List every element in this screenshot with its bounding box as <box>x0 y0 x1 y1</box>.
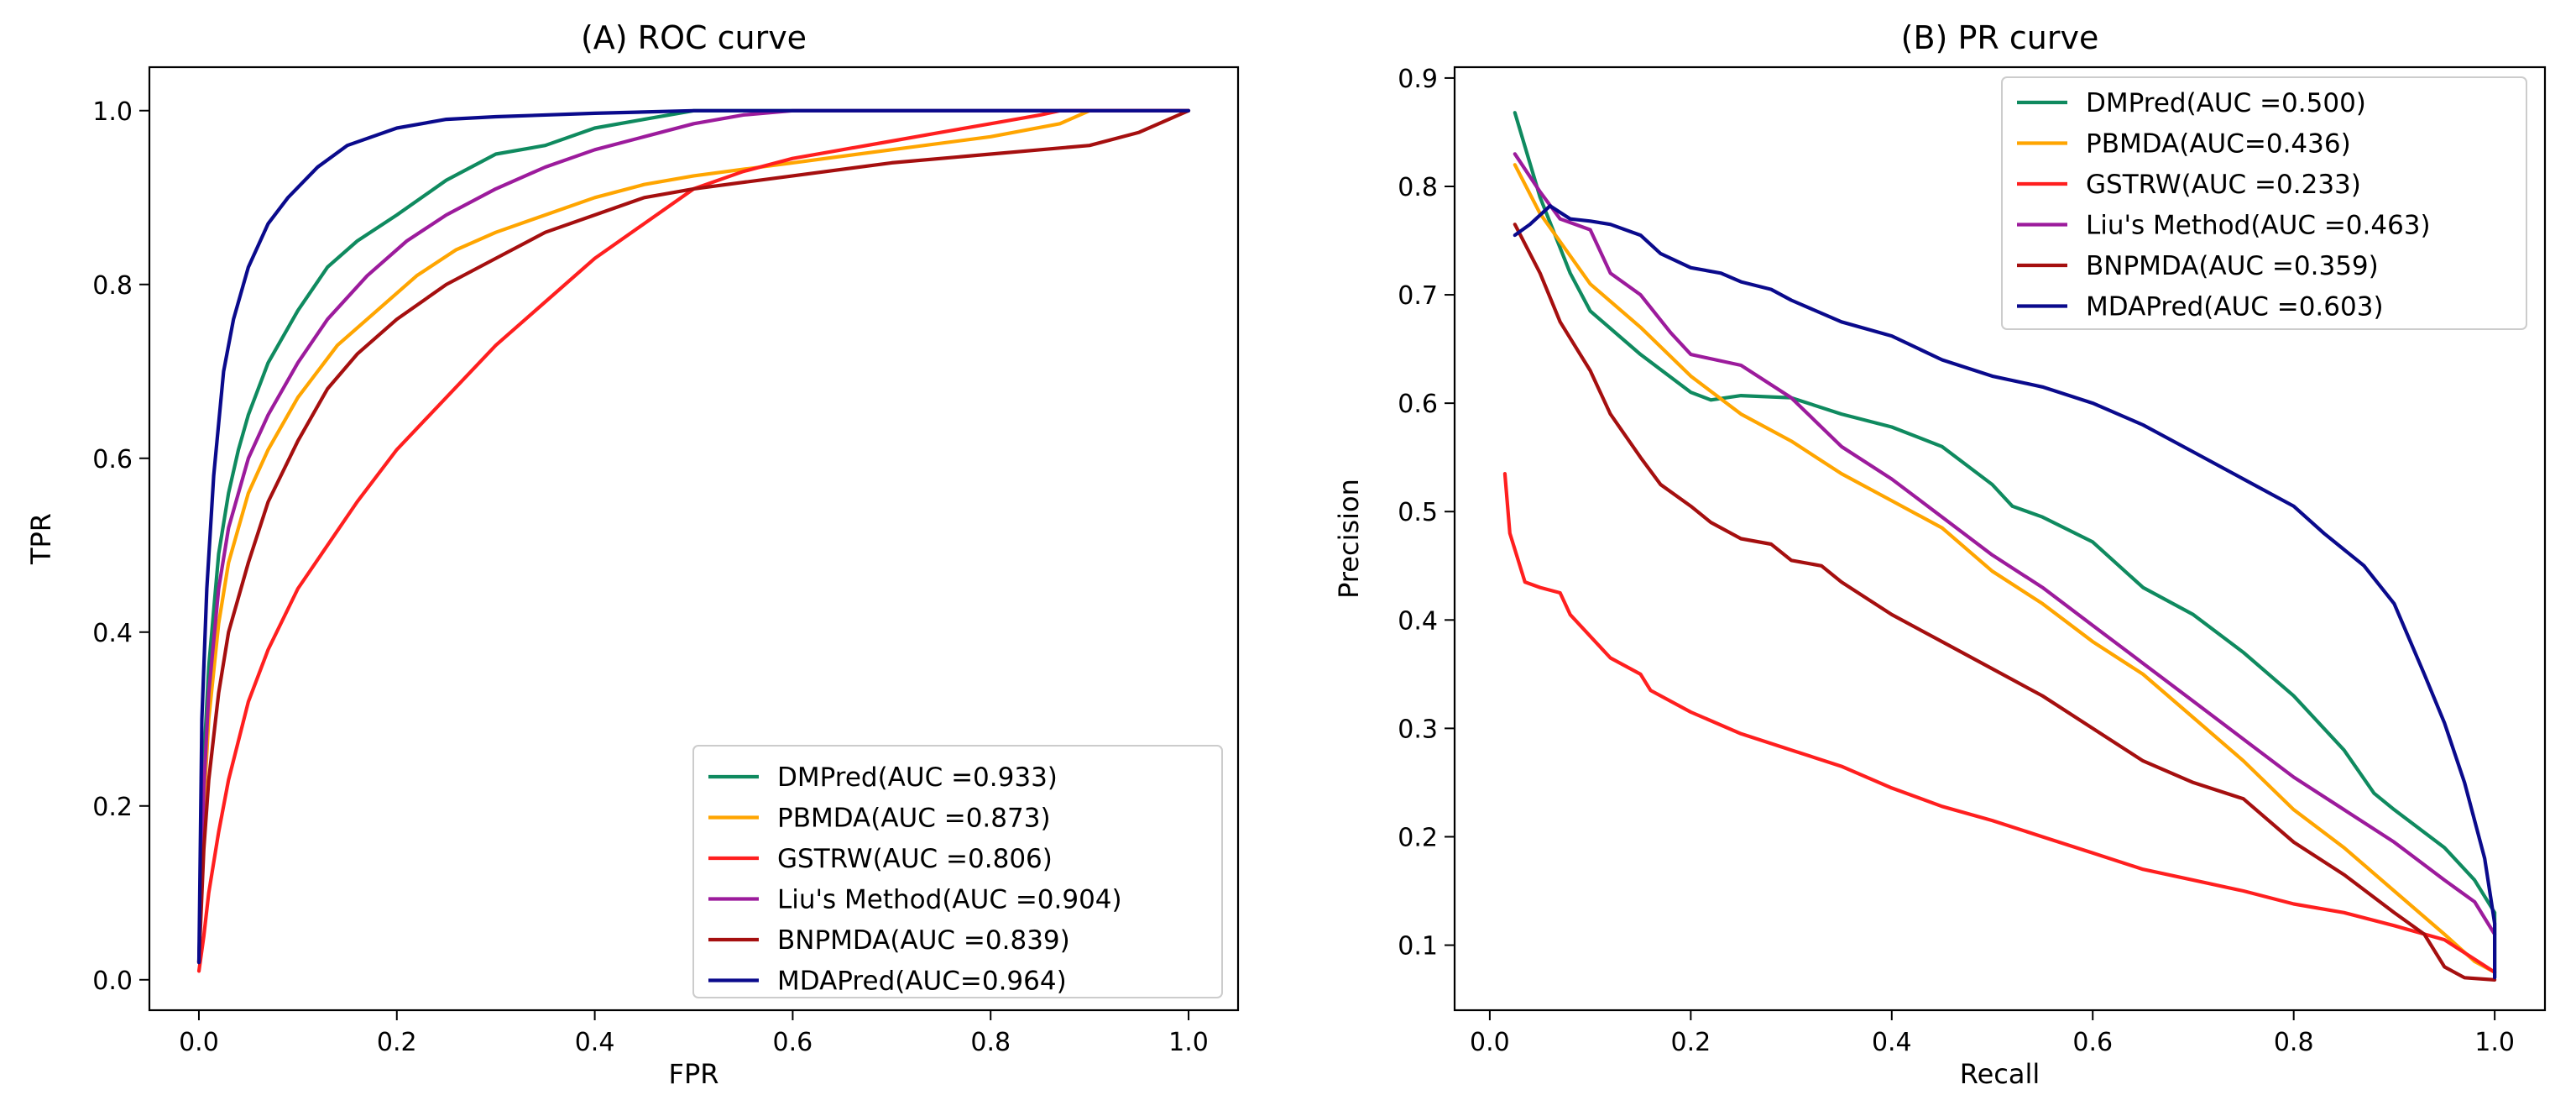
pr-xtick-label-2: 0.4 <box>1872 1028 1912 1057</box>
pr-y-axis-label: Precision <box>1333 479 1365 599</box>
roc-x-axis-label: FPR <box>669 1058 719 1090</box>
pr-legend-entry-3: Liu's Method(AUC =0.463) <box>2086 211 2431 241</box>
pr-ytick-label-5: 0.6 <box>1398 390 1438 419</box>
pr-series-group <box>1502 111 2497 982</box>
pr-ytick-label-7: 0.8 <box>1398 173 1438 202</box>
pr-plot-frame <box>1453 65 2547 1012</box>
pr-x-axis-label: Recall <box>1960 1058 2040 1090</box>
pr-ytick-label-8: 0.9 <box>1398 65 1438 94</box>
pr-ytick-label-6: 0.7 <box>1398 281 1438 311</box>
roc-ytick-label-2: 0.4 <box>92 619 133 648</box>
roc-ytick-label-4: 0.8 <box>92 271 133 301</box>
roc-series-line-5 <box>196 108 1191 965</box>
roc-legend-entry-4: BNPMDA(AUC =0.839) <box>777 925 1070 956</box>
roc-series-line-3 <box>196 108 1191 965</box>
roc-legend-entry-2: GSTRW(AUC =0.806) <box>777 844 1053 874</box>
roc-series-line-2 <box>196 108 1191 973</box>
roc-ytick-label-3: 0.6 <box>92 445 133 474</box>
pr-legend-entry-2: GSTRW(AUC =0.233) <box>2086 170 2361 200</box>
roc-legend-entry-0: DMPred(AUC =0.933) <box>777 762 1058 793</box>
pr-xtick-label-1: 0.2 <box>1670 1028 1711 1057</box>
roc-legend: DMPred(AUC =0.933) PBMDA(AUC =0.873) GSTRW… <box>692 745 1223 998</box>
roc-series-group <box>196 108 1191 973</box>
roc-chart-title: (A) ROC curve <box>581 19 807 56</box>
roc-ytick-label-0: 0.0 <box>92 967 133 996</box>
pr-series-line-2 <box>1502 472 2497 974</box>
pr-panel: (B) PR curve 0.0 0.2 0.4 0.6 0.8 1.0 0.1 0.2 0.3 0… <box>1333 19 2547 1090</box>
pr-legend-entry-5: MDAPred(AUC =0.603) <box>2086 292 2384 322</box>
roc-series-line-1 <box>196 108 1191 965</box>
roc-series-line-0 <box>196 108 1191 965</box>
roc-xtick-label-3: 0.6 <box>773 1028 813 1057</box>
roc-xtick-label-2: 0.4 <box>575 1028 615 1057</box>
pr-legend: DMPred(AUC =0.500) PBMDA(AUC=0.436) GSTRW(… <box>2001 76 2527 330</box>
roc-xtick-label-5: 1.0 <box>1168 1028 1209 1057</box>
pr-legend-entry-1: PBMDA(AUC=0.436) <box>2086 129 2351 160</box>
pr-series-line-5 <box>1513 204 2497 980</box>
roc-ytick-label-1: 0.2 <box>92 793 133 822</box>
pr-ytick-label-0: 0.1 <box>1398 932 1438 961</box>
pr-legend-entry-4: BNPMDA(AUC =0.359) <box>2086 251 2379 281</box>
roc-xtick-label-0: 0.0 <box>179 1028 219 1057</box>
pr-legend-entry-0: DMPred(AUC =0.500) <box>2086 88 2366 118</box>
roc-xtick-label-1: 0.2 <box>377 1028 417 1057</box>
roc-legend-entry-1: PBMDA(AUC =0.873) <box>777 804 1051 834</box>
pr-xtick-label-0: 0.0 <box>1470 1028 1510 1057</box>
roc-panel: (A) ROC curve 0.0 0.2 0.4 0.6 0.8 1.0 0.0 0.2 0.4… <box>25 19 1240 1090</box>
pr-series-line-3 <box>1513 152 2497 936</box>
roc-y-axis-label: TPR <box>25 513 57 565</box>
pr-series-line-1 <box>1513 163 2497 974</box>
pr-xtick-label-4: 0.8 <box>2274 1028 2314 1057</box>
roc-legend-box <box>692 745 1223 998</box>
roc-ytick-label-5: 1.0 <box>92 97 133 127</box>
pr-ytick-label-3: 0.4 <box>1398 606 1438 636</box>
pr-ytick-label-4: 0.5 <box>1398 498 1438 527</box>
roc-xtick-label-4: 0.8 <box>970 1028 1011 1057</box>
roc-series-line-4 <box>196 108 1191 965</box>
pr-xtick-label-3: 0.6 <box>2072 1028 2113 1057</box>
roc-legend-entry-3: Liu's Method(AUC =0.904) <box>777 885 1122 915</box>
pr-xtick-label-5: 1.0 <box>2474 1028 2515 1057</box>
pr-chart-title: (B) PR curve <box>1901 19 2099 56</box>
pr-series-line-0 <box>1513 111 2497 980</box>
pr-ytick-label-1: 0.2 <box>1398 823 1438 852</box>
roc-legend-entry-5: MDAPred(AUC=0.964) <box>777 967 1067 997</box>
pr-ytick-label-2: 0.3 <box>1398 715 1438 744</box>
pr-series-line-4 <box>1513 223 2497 982</box>
pr-legend-box <box>2001 76 2527 330</box>
roc-plot-frame <box>148 65 1240 1012</box>
